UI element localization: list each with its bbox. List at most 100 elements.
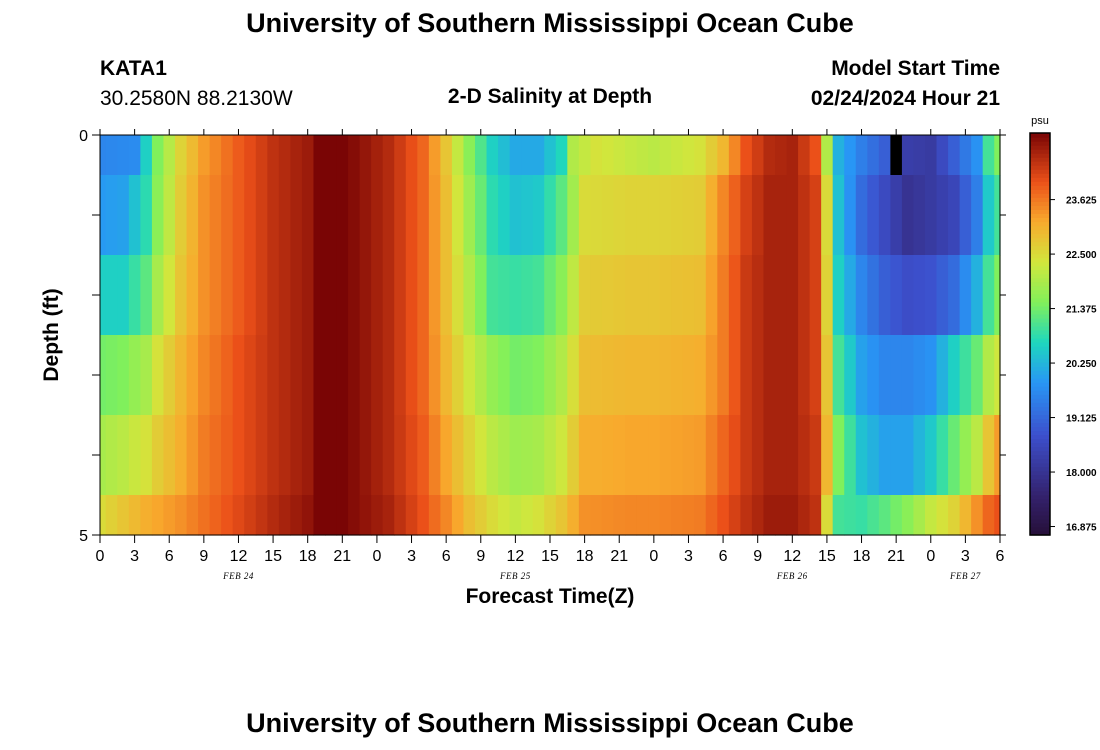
colorbar: 16.875 18.000 19.125 20.250 21.375 22.500 23.6… <box>1029 115 1097 536</box>
heatmap-cell <box>140 415 153 496</box>
heatmap-cell <box>751 135 765 176</box>
heatmap-cell <box>475 135 488 176</box>
colorbar-segment <box>1030 438 1050 444</box>
heatmap-cell <box>578 335 591 416</box>
heatmap-cell <box>844 135 857 176</box>
colorbar-segment <box>1030 498 1050 504</box>
heatmap-cell <box>567 335 580 416</box>
heatmap-cell <box>717 135 730 176</box>
heatmap-cell <box>486 415 499 496</box>
heatmap-cell <box>728 135 741 176</box>
heatmap-cell <box>682 135 695 176</box>
heatmap-cell <box>613 495 626 536</box>
heatmap-cell <box>555 175 568 256</box>
colorbar-segment <box>1030 213 1050 219</box>
heatmap-cell <box>855 335 868 416</box>
colorbar-segment <box>1030 133 1050 138</box>
heatmap-cell <box>740 335 753 416</box>
heatmap-cell <box>336 255 349 336</box>
heatmap-cell <box>198 135 211 176</box>
heatmap-cell <box>463 495 476 536</box>
heatmap-cell <box>763 135 776 176</box>
colorbar-segment <box>1030 530 1050 536</box>
heatmap-cell <box>671 335 684 416</box>
missing-data-cell <box>890 135 902 175</box>
heatmap-cell <box>555 335 568 416</box>
heatmap-cell <box>267 135 280 176</box>
heatmap-cell <box>659 135 672 176</box>
heatmap-cell <box>509 335 522 416</box>
heatmap-cell <box>348 255 361 336</box>
heatmap-cell <box>844 255 857 336</box>
heatmap-cell <box>901 415 915 496</box>
heatmap-cell <box>498 255 511 336</box>
heatmap-cell <box>105 135 118 176</box>
heatmap-cell <box>255 135 268 176</box>
heatmap-cell <box>186 495 199 536</box>
heatmap-cell <box>936 415 949 496</box>
heatmap-cell <box>175 415 188 496</box>
heatmap-cell <box>417 255 430 336</box>
heatmap-cell <box>394 135 407 176</box>
heatmap-cell <box>740 175 753 256</box>
colorbar-segment <box>1030 229 1050 235</box>
heatmap-cell <box>140 495 153 536</box>
heatmap-cell <box>994 135 1001 176</box>
heatmap-cell <box>336 415 349 496</box>
heatmap-cell <box>844 415 857 496</box>
heatmap-cell <box>659 495 672 536</box>
station-id: KATA1 <box>100 57 167 80</box>
heatmap-cell <box>567 415 580 496</box>
colorbar-segment <box>1030 506 1050 512</box>
colorbar-segment <box>1030 209 1050 214</box>
heatmap-cell <box>128 175 141 256</box>
heatmap-cell <box>705 175 718 256</box>
heatmap-cell <box>925 135 938 176</box>
heatmap-cell <box>301 175 315 256</box>
heatmap-cell <box>463 415 476 496</box>
heatmap-cell <box>786 335 799 416</box>
heatmap-cell <box>290 135 303 176</box>
heatmap-cell <box>878 255 891 336</box>
heatmap-cell <box>821 135 834 176</box>
heatmap-cell <box>186 415 199 496</box>
x-tick-label: 21 <box>610 548 628 565</box>
heatmap-cell <box>117 495 130 536</box>
heatmap-cell <box>301 335 315 416</box>
heatmap-cell <box>278 415 291 496</box>
heatmap-cell <box>867 135 880 176</box>
heatmap-cell <box>694 415 707 496</box>
heatmap-cell <box>901 255 915 336</box>
heatmap-cell <box>151 135 165 176</box>
colorbar-segment <box>1030 370 1050 375</box>
heatmap-cell <box>117 135 130 176</box>
heatmap-cell <box>100 175 107 256</box>
heatmap-cell <box>313 175 326 256</box>
heatmap-cell <box>325 175 338 256</box>
heatmap-cell <box>648 255 661 336</box>
heatmap-cell <box>105 415 118 496</box>
heatmap-cell <box>740 495 753 536</box>
colorbar-segment <box>1030 313 1050 319</box>
heatmap-cell <box>694 495 707 536</box>
colorbar-segment <box>1030 253 1050 259</box>
colorbar-tick-label: 16.875 <box>1066 523 1097 534</box>
heatmap-cell <box>625 335 638 416</box>
heatmap-cell <box>971 175 984 256</box>
heatmap-cell <box>140 255 153 336</box>
heatmap-cell <box>151 175 165 256</box>
heatmap-cell <box>244 175 257 256</box>
heatmap-cell <box>498 415 511 496</box>
station-coordinates: 30.2580N 88.2130W <box>100 87 293 110</box>
heatmap-cell <box>255 175 268 256</box>
heatmap-cell <box>475 495 488 536</box>
colorbar-segment <box>1030 522 1050 528</box>
heatmap-cell <box>878 335 891 416</box>
heatmap-cell <box>601 255 615 336</box>
heatmap-cell <box>601 135 615 176</box>
heatmap-cell <box>232 135 245 176</box>
heatmap-cell <box>936 335 949 416</box>
colorbar-segment <box>1030 422 1050 428</box>
heatmap-cell <box>844 335 857 416</box>
heatmap-cell <box>636 495 649 536</box>
